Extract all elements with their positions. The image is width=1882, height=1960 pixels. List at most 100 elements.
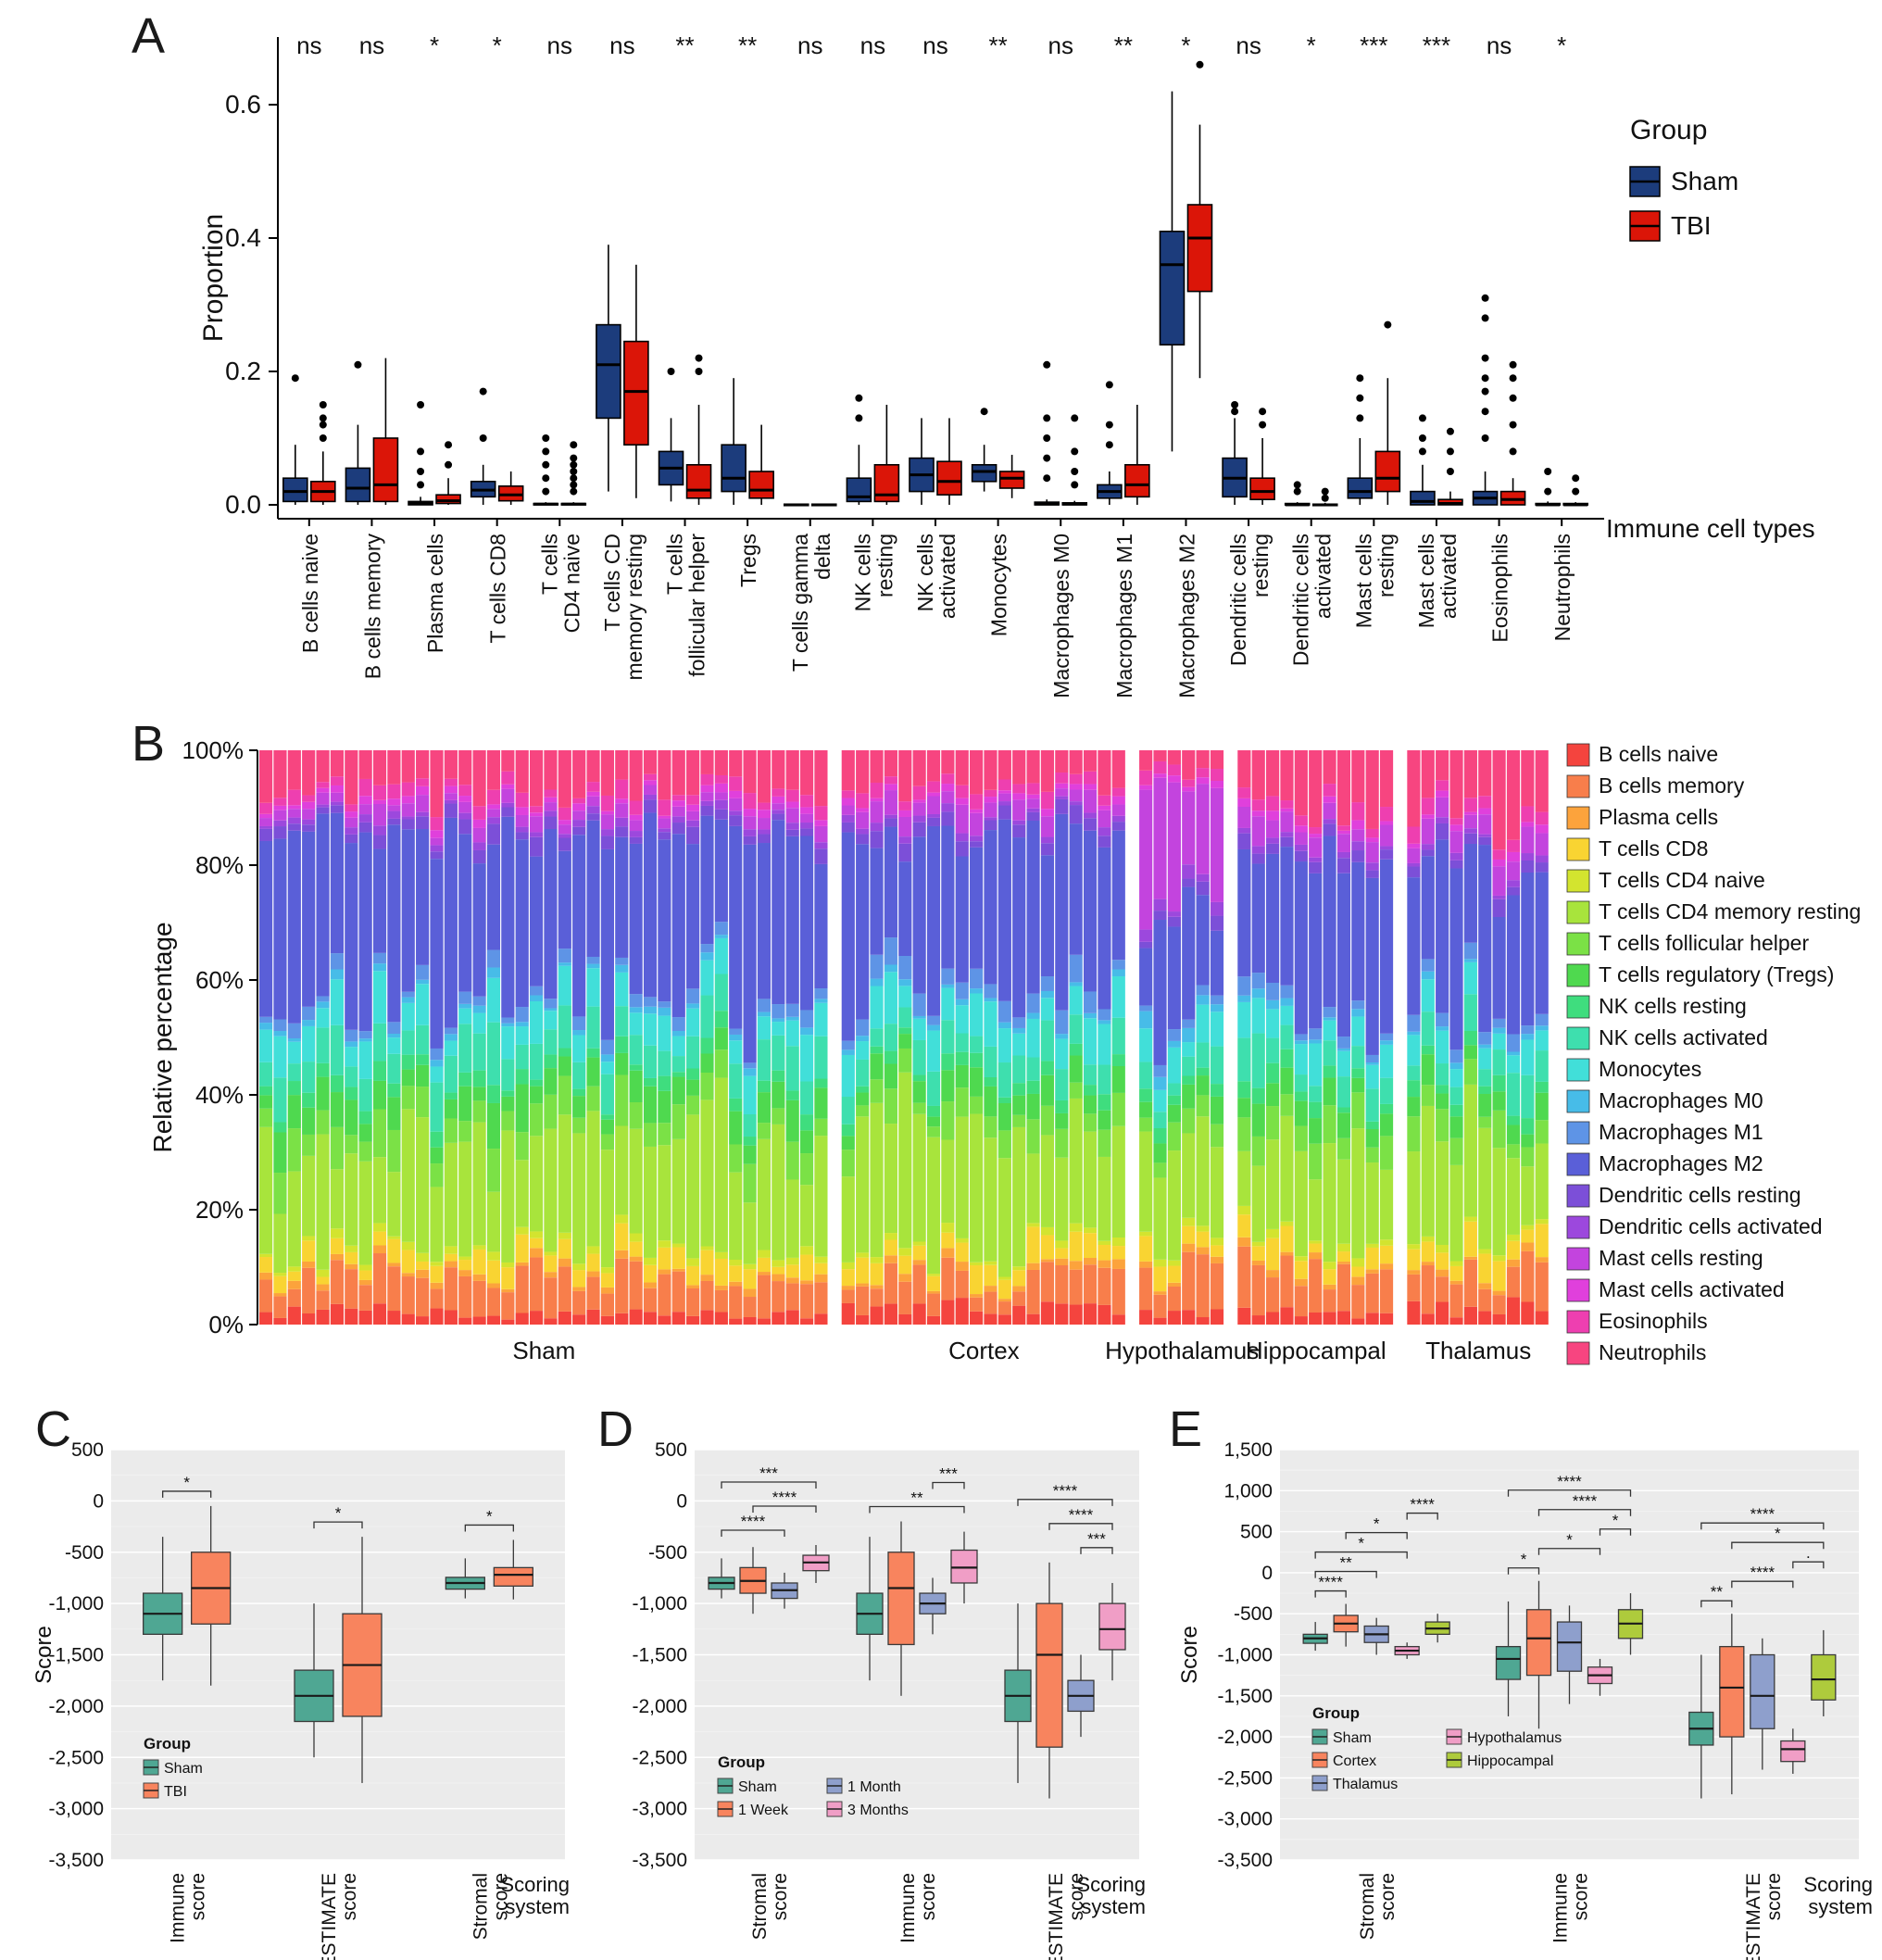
stacked-bar-segment xyxy=(1535,824,1549,834)
significance-bracket xyxy=(1017,1499,1113,1506)
stacked-bar-segment xyxy=(1379,1239,1394,1246)
stacked-bar-segment xyxy=(629,1035,643,1065)
stacked-bar-segment xyxy=(287,809,301,818)
stacked-bar-segment xyxy=(472,1249,486,1275)
stacked-bar-segment xyxy=(1309,1101,1323,1119)
stacked-bar-segment xyxy=(1266,983,1280,1000)
stacked-bar-segment xyxy=(1083,750,1098,772)
stacked-bar-segment xyxy=(1182,1133,1196,1218)
stacked-bar-segment xyxy=(358,1161,372,1265)
stacked-bar-segment xyxy=(1407,1270,1421,1275)
stacked-bar-segment xyxy=(416,1277,430,1317)
significance-label: **** xyxy=(1557,1473,1582,1490)
stacked-bar-segment xyxy=(273,1036,287,1078)
stacked-bar-segment xyxy=(1280,1094,1294,1116)
stacked-bar-segment xyxy=(358,1078,372,1112)
x-tick-label: B cells memory xyxy=(360,534,384,680)
stacked-bar-segment xyxy=(486,789,501,805)
stacked-bar-segment xyxy=(686,988,700,1004)
stacked-bar-segment xyxy=(1535,1257,1549,1263)
stacked-bar-segment xyxy=(671,1138,685,1244)
stacked-bar-segment xyxy=(358,804,372,815)
stacked-bar-segment xyxy=(1167,1104,1181,1123)
stacked-bar-segment xyxy=(658,750,671,800)
legend-label: Mast cells activated xyxy=(1599,1277,1785,1301)
stacked-bar-segment xyxy=(1040,855,1055,977)
stacked-bar-segment xyxy=(1506,880,1521,887)
stacked-bar-segment xyxy=(898,1281,912,1314)
stacked-bar-segment xyxy=(1237,1307,1251,1325)
stacked-bar-segment xyxy=(586,1006,600,1049)
stacked-bar-segment xyxy=(586,1057,600,1087)
stacked-bar-segment xyxy=(430,750,444,818)
stacked-bar-segment xyxy=(387,1238,401,1263)
stacked-bar-segment xyxy=(671,750,685,796)
stacked-bar-segment xyxy=(658,799,671,816)
stacked-bar-segment xyxy=(387,818,401,825)
stacked-bar-segment xyxy=(600,829,614,836)
stacked-bar-segment xyxy=(316,750,330,783)
x-tick-label: Macrophages M2 xyxy=(1174,534,1198,698)
stacked-bar-segment xyxy=(799,1153,814,1186)
stacked-bar-segment xyxy=(686,1288,700,1316)
stacked-bar-segment xyxy=(870,954,884,979)
significance-bracket xyxy=(721,1529,785,1537)
significance-label: * xyxy=(493,31,502,59)
stacked-bar-segment xyxy=(372,1253,387,1304)
stacked-bar-segment xyxy=(772,1108,785,1124)
stacked-bar-segment xyxy=(743,1137,757,1146)
stacked-bar-segment xyxy=(841,1269,855,1287)
stacked-bar-segment xyxy=(1237,1214,1251,1238)
legend-label: Cortex xyxy=(1333,1753,1376,1769)
stacked-bar-segment xyxy=(330,1253,345,1261)
stacked-bar-segment xyxy=(586,806,600,814)
significance-label: **** xyxy=(1053,1482,1078,1500)
stacked-bar-segment xyxy=(316,813,330,997)
stacked-bar-segment xyxy=(870,1102,884,1258)
y-tick-label: 0 xyxy=(676,1490,687,1512)
stacked-bar-segment xyxy=(1098,836,1111,848)
stacked-bar-segment xyxy=(1506,1297,1521,1325)
stacked-bar-segment xyxy=(643,799,658,813)
stacked-bar-segment xyxy=(729,1265,743,1282)
stacked-bar-segment xyxy=(1492,1295,1506,1314)
stacked-bar-segment xyxy=(997,1301,1011,1315)
stacked-bar-segment xyxy=(629,994,643,1008)
stacked-bar-segment xyxy=(615,803,629,818)
significance-bracket xyxy=(1314,1570,1377,1578)
stacked-bar-segment xyxy=(671,1104,685,1139)
stacked-bar-segment xyxy=(544,1029,558,1055)
stacked-bar-segment xyxy=(1196,1254,1210,1318)
stacked-bar-segment xyxy=(898,986,912,1008)
stacked-bar-segment xyxy=(729,776,743,791)
stacked-bar-segment xyxy=(302,819,316,825)
stacked-bar-segment xyxy=(1182,886,1196,1020)
legend-label: B cells naive xyxy=(1599,742,1718,766)
stacked-bar-segment xyxy=(785,750,799,790)
stacked-bar-segment xyxy=(997,1158,1011,1277)
y-tick-label: -2,500 xyxy=(1217,1767,1273,1789)
stacked-bar-segment xyxy=(1535,1050,1549,1082)
stacked-bar-segment xyxy=(1083,1012,1098,1019)
stacked-bar-segment xyxy=(458,991,472,1004)
stacked-bar-segment xyxy=(558,1114,571,1233)
stacked-bar-segment xyxy=(529,986,544,996)
stacked-bar-segment xyxy=(1251,1264,1265,1316)
stacked-bar-segment xyxy=(997,1062,1011,1098)
stacked-bar-segment xyxy=(358,1111,372,1124)
stacked-bar-segment xyxy=(686,750,700,796)
stacked-bar-segment xyxy=(643,1077,658,1087)
stacked-bar-segment xyxy=(1309,861,1323,873)
legend-swatch xyxy=(1566,1247,1590,1271)
stacked-bar-segment xyxy=(430,830,444,838)
stacked-bar-segment xyxy=(984,830,997,985)
stacked-bar-segment xyxy=(757,1123,772,1139)
stacked-bar-segment xyxy=(629,843,643,995)
outlier-dot xyxy=(695,368,703,375)
stacked-bar-segment xyxy=(345,827,358,835)
stacked-bar-segment xyxy=(743,1145,757,1164)
stacked-bar-segment xyxy=(273,1275,287,1294)
stacked-bar-segment xyxy=(1012,1055,1026,1084)
x-tick-label: Mast cells xyxy=(1351,534,1375,628)
